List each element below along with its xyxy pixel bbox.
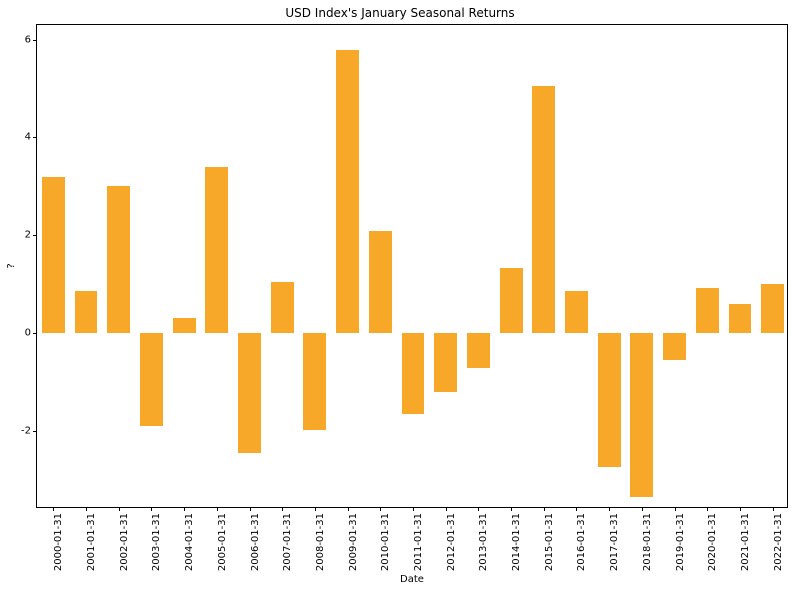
bar <box>173 318 196 333</box>
bar <box>532 86 555 333</box>
x-tick <box>151 507 152 511</box>
bar <box>75 291 98 333</box>
bar <box>238 333 261 453</box>
y-tick <box>33 137 37 138</box>
x-tick-label: 2001-01-31 <box>86 513 97 571</box>
x-axis-label: Date <box>400 574 424 585</box>
x-tick <box>348 507 349 511</box>
bar <box>369 231 392 333</box>
x-tick-label: 2021-01-31 <box>740 513 751 571</box>
x-tick <box>511 507 512 511</box>
x-tick-label: 2020-01-31 <box>707 513 718 571</box>
x-tick-label: 2011-01-31 <box>413 513 424 571</box>
bar <box>663 333 686 360</box>
x-tick-label: 2014-01-31 <box>511 513 522 571</box>
y-tick-label: 0 <box>25 328 31 339</box>
plot-area: ? Date -202462000-01-312001-01-312002-01… <box>36 24 788 508</box>
y-tick <box>33 40 37 41</box>
x-tick-label: 2012-01-31 <box>446 513 457 571</box>
bar <box>271 282 294 333</box>
bar <box>630 333 653 497</box>
bar <box>336 50 359 333</box>
bar <box>565 291 588 333</box>
x-tick-label: 2010-01-31 <box>380 513 391 571</box>
x-tick-label: 2008-01-31 <box>315 513 326 571</box>
x-tick <box>576 507 577 511</box>
x-tick <box>413 507 414 511</box>
x-tick-label: 2003-01-31 <box>151 513 162 571</box>
y-tick-label: -2 <box>21 425 31 436</box>
x-tick <box>773 507 774 511</box>
bar <box>434 333 457 392</box>
x-tick <box>250 507 251 511</box>
bar <box>140 333 163 426</box>
bar <box>500 268 523 333</box>
x-tick <box>478 507 479 511</box>
bar <box>42 177 65 333</box>
chart-container: USD Index's January Seasonal Returns ? D… <box>0 0 800 600</box>
bar <box>303 333 326 430</box>
x-tick <box>675 507 676 511</box>
x-tick <box>609 507 610 511</box>
x-tick <box>642 507 643 511</box>
x-tick <box>86 507 87 511</box>
bar <box>107 186 130 333</box>
x-tick <box>184 507 185 511</box>
x-tick <box>544 507 545 511</box>
x-tick-label: 2004-01-31 <box>184 513 195 571</box>
x-tick-label: 2016-01-31 <box>576 513 587 571</box>
bar <box>761 284 784 333</box>
x-tick-label: 2017-01-31 <box>609 513 620 571</box>
chart-title: USD Index's January Seasonal Returns <box>0 6 800 20</box>
x-tick <box>282 507 283 511</box>
y-tick <box>33 333 37 334</box>
x-tick-label: 2006-01-31 <box>250 513 261 571</box>
bar <box>402 333 425 414</box>
x-tick-label: 2000-01-31 <box>53 513 64 571</box>
x-tick-label: 2022-01-31 <box>773 513 784 571</box>
x-tick <box>380 507 381 511</box>
y-tick <box>33 235 37 236</box>
bar <box>598 333 621 467</box>
x-tick <box>217 507 218 511</box>
x-tick <box>446 507 447 511</box>
x-tick <box>119 507 120 511</box>
x-tick <box>315 507 316 511</box>
x-tick-label: 2002-01-31 <box>119 513 130 571</box>
x-tick <box>707 507 708 511</box>
y-tick-label: 4 <box>25 132 31 143</box>
y-tick-label: 2 <box>25 230 31 241</box>
bar <box>729 304 752 333</box>
y-tick <box>33 431 37 432</box>
x-tick-label: 2019-01-31 <box>675 513 686 571</box>
bar <box>205 167 228 333</box>
x-tick-label: 2018-01-31 <box>642 513 653 571</box>
x-tick-label: 2015-01-31 <box>544 513 555 571</box>
x-tick-label: 2013-01-31 <box>478 513 489 571</box>
y-tick-label: 6 <box>25 34 31 45</box>
x-tick-label: 2007-01-31 <box>282 513 293 571</box>
x-tick-label: 2009-01-31 <box>348 513 359 571</box>
bar <box>696 288 719 333</box>
y-axis-label: ? <box>6 263 17 268</box>
x-tick <box>53 507 54 511</box>
x-tick-label: 2005-01-31 <box>217 513 228 571</box>
bar <box>467 333 490 368</box>
x-tick <box>740 507 741 511</box>
